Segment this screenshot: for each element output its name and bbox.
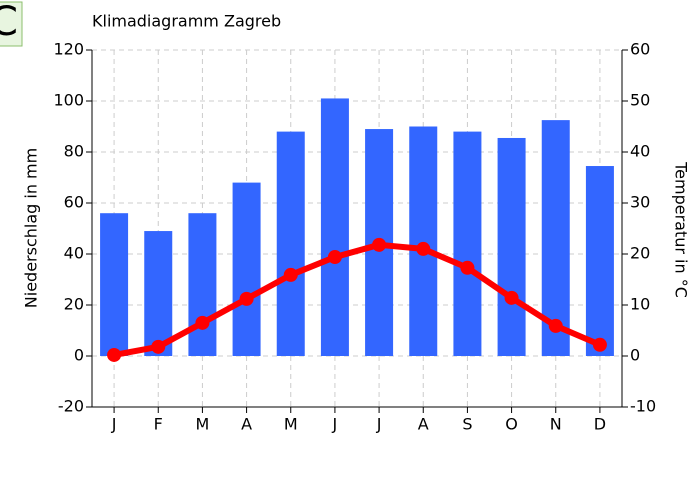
bar [497, 137, 526, 356]
bar [276, 131, 305, 356]
y2-axis-label: Temperatur in °C [672, 161, 691, 298]
y-tick-label: 40 [64, 244, 84, 263]
x-tick-label: M [196, 415, 210, 434]
bar [409, 126, 438, 356]
chart-title: Klimadiagramm Zagreb [92, 12, 281, 31]
x-tick-label: M [284, 415, 298, 434]
point [107, 347, 122, 362]
point [372, 237, 387, 252]
point [416, 241, 431, 256]
x-tick-label: A [418, 415, 429, 434]
point [504, 290, 519, 305]
y2-tick-label: 50 [630, 91, 650, 110]
point [548, 318, 563, 333]
y2-tick-label: 60 [630, 40, 650, 59]
x-tick-label: J [111, 415, 117, 434]
y2-tick-label: 10 [630, 295, 650, 314]
x-tick-label: D [594, 415, 606, 434]
badge-box [0, 1, 23, 47]
bar [585, 166, 614, 356]
badge: C [0, 0, 18, 45]
x-tick-label: F [154, 415, 163, 434]
bar [320, 98, 349, 356]
y-tick-label: 100 [53, 91, 84, 110]
y2-tick-label: 20 [630, 244, 650, 263]
bar [144, 231, 173, 356]
y-tick-label: 0 [74, 346, 84, 365]
x-tick-label: O [505, 415, 518, 434]
y-tick-label: 20 [64, 295, 84, 314]
y-tick-label: 60 [64, 193, 84, 212]
bar [100, 213, 129, 356]
bar [188, 213, 217, 356]
x-tick-label: J [332, 415, 338, 434]
bar [453, 131, 482, 356]
x-tick-label: J [376, 415, 382, 434]
point [460, 260, 475, 275]
y-tick-label: 80 [64, 142, 84, 161]
line [113, 241, 602, 358]
bar [232, 182, 261, 356]
y-tick-label: -20 [58, 397, 84, 416]
point [151, 339, 166, 354]
x-tick-label: N [550, 415, 562, 434]
x-tick-label: S [462, 415, 472, 434]
point [283, 267, 298, 282]
point [195, 315, 210, 330]
y2-tick-label: 30 [630, 193, 650, 212]
y2-tick-label: -10 [630, 397, 656, 416]
y-axis-label: Niederschlag in mm [22, 148, 41, 308]
point [327, 250, 342, 265]
y-tick-label: 120 [53, 40, 84, 59]
y2-tick-label: 0 [630, 346, 640, 365]
point [592, 337, 607, 352]
point [239, 291, 254, 306]
y2-tick-label: 40 [630, 142, 650, 161]
x-tick-label: A [241, 415, 252, 434]
